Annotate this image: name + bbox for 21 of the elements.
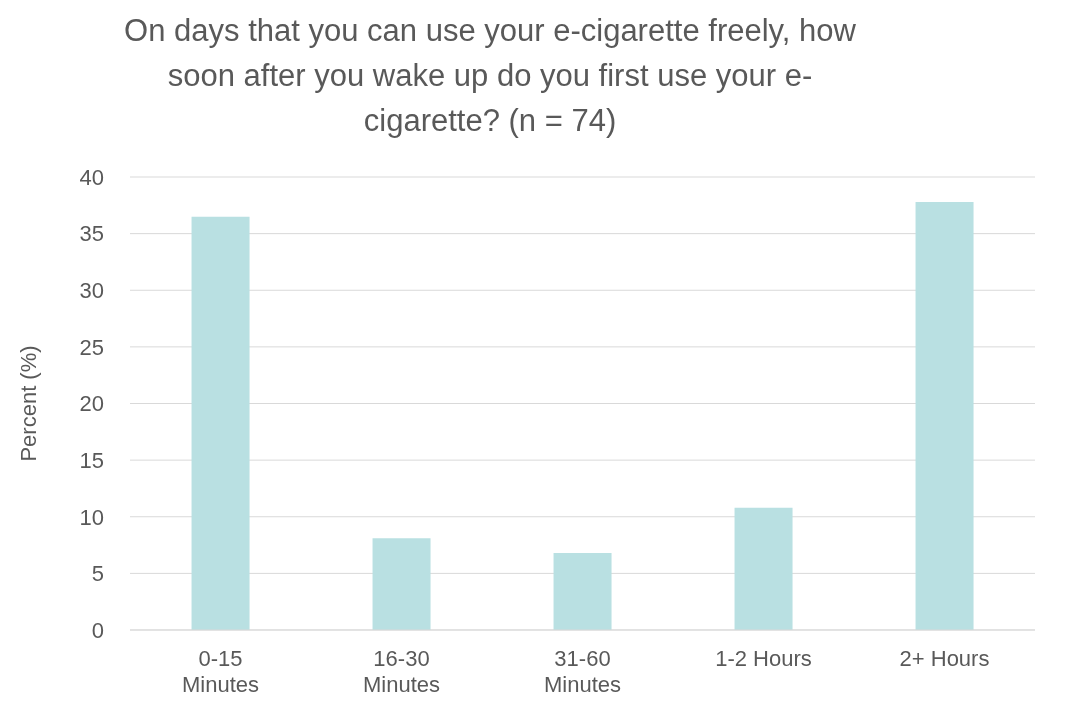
y-axis-title: Percent (%) [15,345,41,462]
y-tick-label: 35 [79,221,104,247]
x-tick-label: 0-15 Minutes [181,646,260,697]
y-tick-label: 25 [79,334,104,360]
bar [734,507,793,630]
bar [191,216,250,630]
x-tick-label: 16-30 Minutes [362,646,441,697]
chart-title: On days that you can use your e-cigarette freely, how soon after you wake up do you first use your e-cigarette? (n = 74) [123,12,857,140]
x-tick-label: 2+ Hours [899,646,990,671]
y-tick-label: 40 [79,164,104,190]
y-tick-label: 20 [79,391,104,417]
y-tick-label: 0 [91,617,104,643]
bar [372,538,431,630]
bar [553,552,612,630]
y-tick-label: 5 [91,561,104,587]
bar [915,201,974,630]
y-tick-label: 30 [79,278,104,304]
x-tick-label: 1-2 Hours [715,646,812,671]
x-tick-label: 31-60 Minutes [543,646,622,697]
y-tick-label: 15 [79,447,104,473]
y-tick-label: 10 [79,504,104,530]
